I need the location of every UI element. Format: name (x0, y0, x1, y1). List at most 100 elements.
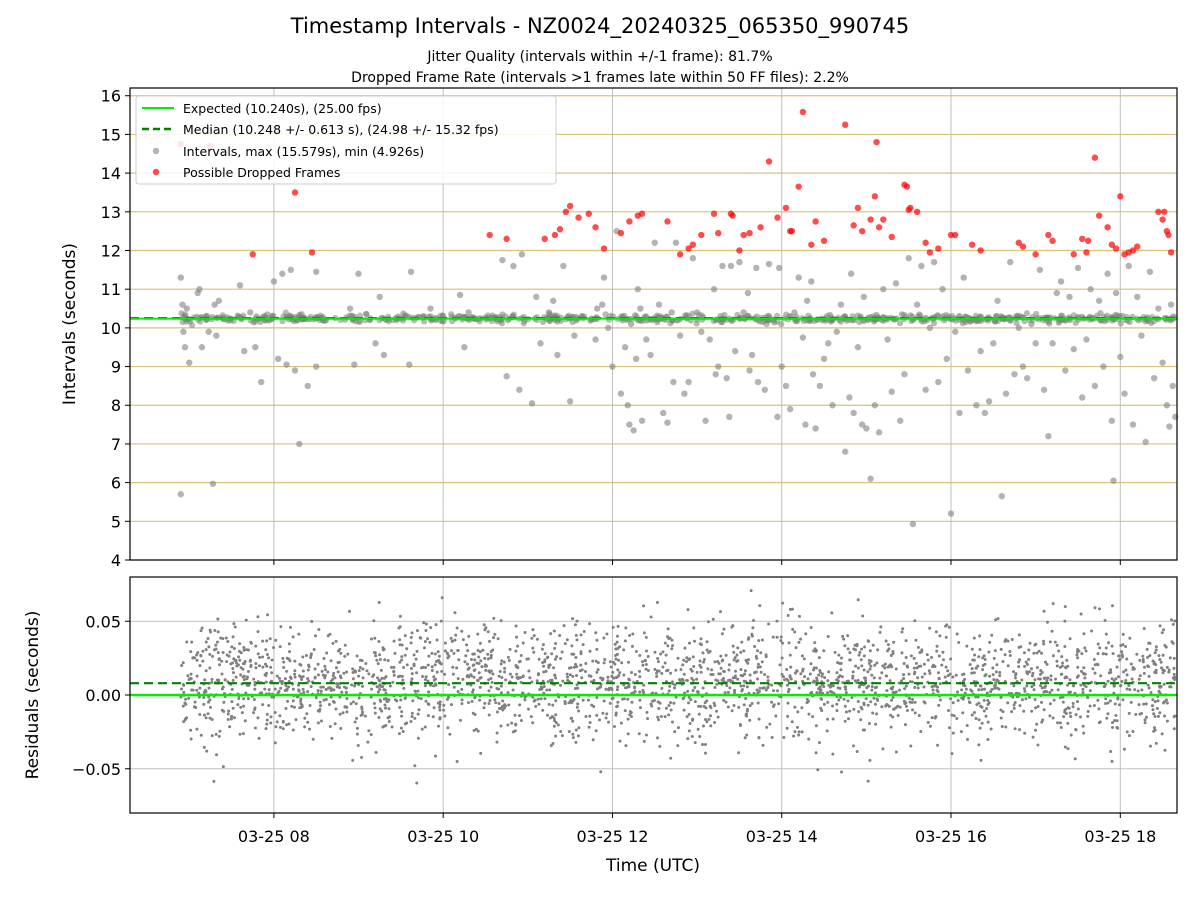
residual-point (742, 679, 746, 683)
residual-point (351, 758, 355, 762)
residual-point (313, 675, 317, 679)
residual-point (217, 678, 221, 682)
residual-point (575, 638, 579, 642)
residual-point (472, 663, 476, 667)
residual-point (228, 725, 232, 729)
residual-point (523, 630, 527, 634)
residual-point (374, 751, 378, 755)
residual-point (1169, 685, 1173, 689)
dropped-frame-point (698, 231, 705, 239)
residual-point (820, 709, 824, 713)
residual-point (663, 661, 667, 665)
residual-point (815, 676, 819, 680)
residual-point (521, 641, 525, 645)
residual-point (559, 656, 563, 660)
residual-point (1012, 706, 1016, 710)
residual-point (1148, 744, 1152, 748)
residual-point (1028, 641, 1032, 645)
residual-point (281, 656, 285, 660)
residual-point (427, 702, 431, 706)
residual-point (883, 666, 887, 670)
residual-point (820, 697, 824, 701)
residual-point (884, 639, 888, 643)
residual-point (375, 658, 379, 662)
residual-point (916, 676, 920, 680)
residual-point (826, 700, 830, 704)
residual-point (1098, 646, 1102, 650)
residual-point (1043, 689, 1047, 693)
interval-point (252, 344, 259, 351)
residual-point (731, 644, 735, 648)
residual-point (743, 736, 747, 740)
residual-point (1068, 637, 1072, 641)
interval-point (279, 270, 286, 277)
residual-point (451, 672, 455, 676)
residual-point (687, 712, 691, 716)
residual-point (299, 675, 303, 679)
residual-point (974, 716, 978, 720)
residual-point (1135, 652, 1139, 656)
residual-point (1117, 703, 1121, 707)
residual-point (708, 704, 712, 708)
residual-point (725, 684, 729, 688)
residual-point (1062, 715, 1066, 719)
residual-point (517, 714, 521, 718)
interval-point (748, 351, 756, 359)
residual-point (421, 675, 425, 679)
residual-point (217, 657, 221, 661)
residual-point (925, 653, 929, 657)
residual-point (638, 675, 642, 679)
residual-point (867, 722, 871, 726)
interval-point (1150, 374, 1158, 382)
residual-point (212, 779, 216, 783)
residual-point (811, 715, 815, 719)
residual-point (443, 641, 447, 645)
residual-point (872, 696, 876, 700)
residual-point (814, 666, 818, 670)
residual-point (786, 613, 790, 617)
residual-point (867, 661, 871, 665)
interval-point (782, 382, 790, 390)
interval-point (177, 491, 184, 498)
dropped-frame-point (291, 189, 299, 196)
residual-point (963, 684, 967, 688)
legend-dropped-label: Possible Dropped Frames (183, 165, 340, 180)
residual-point (792, 734, 796, 738)
residual-point (835, 678, 839, 682)
residual-point (903, 723, 907, 727)
residual-point (857, 653, 861, 657)
residual-point (772, 703, 776, 707)
residual-point (972, 636, 976, 640)
residual-point (553, 646, 557, 650)
residual-point (324, 688, 328, 692)
residual-point (372, 651, 376, 655)
residual-point (202, 696, 206, 700)
residual-point (534, 704, 538, 708)
residual-point (996, 617, 1000, 621)
residual-point (611, 625, 615, 629)
interval-point (833, 328, 840, 335)
residual-point (954, 673, 958, 677)
residual-point (1119, 644, 1123, 648)
residual-point (1037, 649, 1041, 653)
residual-point (745, 733, 749, 737)
top-plot-frame (129, 87, 1178, 561)
residual-point (258, 655, 262, 659)
residual-point (672, 701, 676, 705)
residual-point (443, 649, 447, 653)
residual-point (574, 728, 578, 732)
residual-point (506, 691, 510, 695)
residual-point (1124, 644, 1128, 648)
residual-point (775, 635, 779, 639)
residual-point (331, 674, 335, 678)
residual-point (550, 678, 554, 682)
residual-point (1086, 695, 1090, 699)
residual-point (1074, 728, 1078, 732)
residual-point (677, 726, 681, 730)
residual-point (476, 729, 480, 733)
residual-point (402, 665, 406, 669)
interval-point (715, 363, 722, 370)
residual-point (750, 702, 754, 706)
residual-point (430, 665, 434, 669)
residual-point (949, 697, 953, 701)
